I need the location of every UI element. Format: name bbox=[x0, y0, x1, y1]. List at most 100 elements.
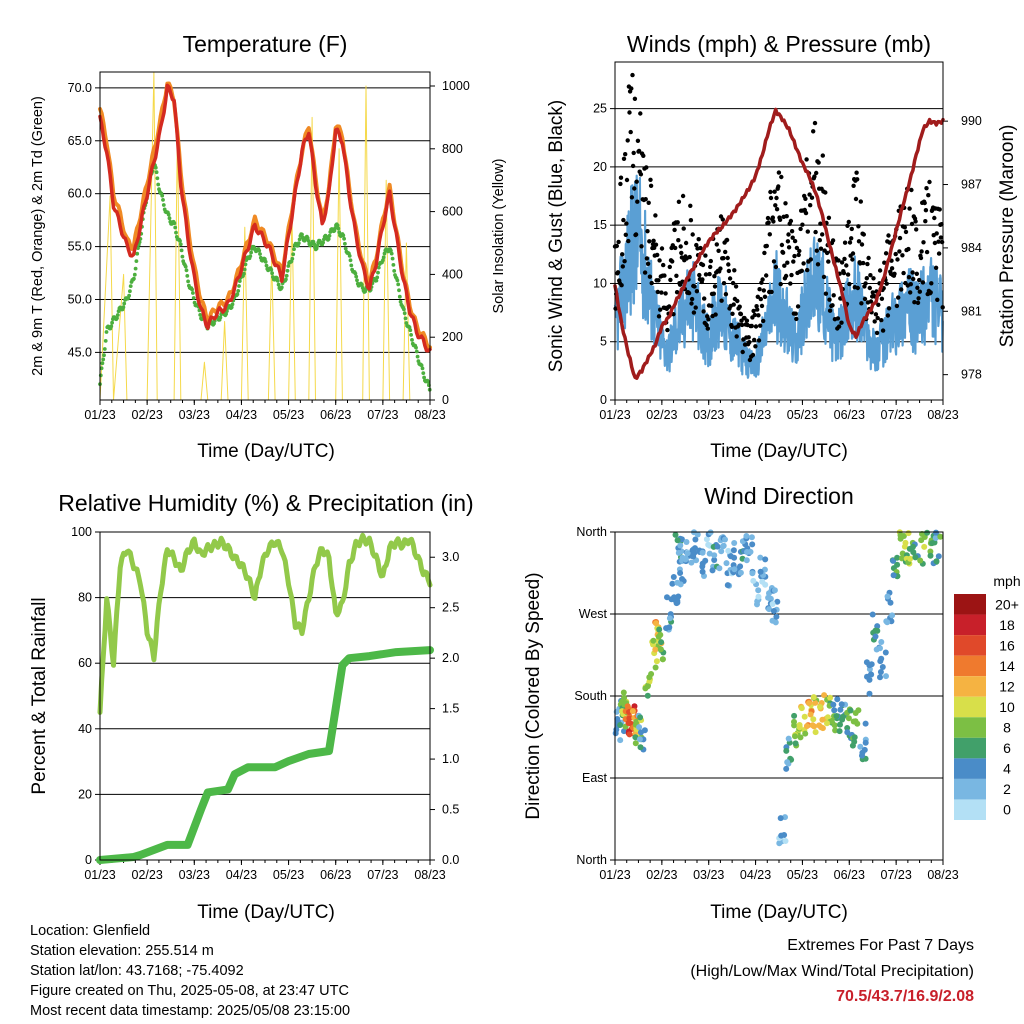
direction-point bbox=[769, 601, 776, 607]
direction-point bbox=[831, 722, 838, 729]
gust-point bbox=[662, 273, 667, 278]
colorbar-swatch bbox=[954, 635, 986, 656]
direction-point bbox=[912, 554, 919, 561]
gust-point bbox=[752, 337, 757, 343]
x-tick-label: 04/23 bbox=[740, 408, 771, 422]
gust-point bbox=[732, 268, 737, 273]
gust-point bbox=[811, 129, 816, 134]
y2-tick-label: 1.5 bbox=[442, 702, 459, 716]
dewpoint-point bbox=[116, 309, 121, 314]
direction-point bbox=[840, 713, 847, 720]
gust-point bbox=[623, 232, 628, 237]
gust-point bbox=[768, 195, 774, 201]
gust-point bbox=[916, 296, 921, 301]
gust-point bbox=[805, 229, 810, 234]
direction-point bbox=[637, 744, 644, 751]
dewpoint-point bbox=[257, 248, 262, 253]
direction-point bbox=[777, 815, 784, 822]
direction-point bbox=[637, 729, 644, 736]
gust-point bbox=[821, 274, 827, 280]
dewpoint-point bbox=[321, 240, 325, 245]
direction-point bbox=[694, 531, 701, 538]
direction-point bbox=[617, 737, 624, 744]
direction-point bbox=[819, 725, 826, 732]
gust-point bbox=[768, 189, 773, 195]
x-tick-label: 06/23 bbox=[320, 408, 351, 422]
gust-point bbox=[686, 290, 692, 296]
gust-point bbox=[789, 272, 794, 278]
direction-point bbox=[747, 548, 754, 555]
dewpoint-point bbox=[269, 267, 274, 272]
gust-point bbox=[618, 181, 623, 187]
direction-point bbox=[902, 539, 909, 546]
gust-point bbox=[653, 242, 659, 247]
gust-point bbox=[868, 299, 874, 304]
direction-point bbox=[652, 664, 659, 671]
gust-point bbox=[693, 305, 698, 310]
gust-point bbox=[818, 221, 823, 226]
gust-point bbox=[739, 322, 745, 328]
direction-point bbox=[731, 540, 738, 546]
x-axis-label: Time (Day/UTC) bbox=[197, 902, 335, 923]
gust-point bbox=[794, 316, 799, 322]
gust-point bbox=[721, 281, 727, 286]
direction-point bbox=[648, 671, 655, 677]
colorbar-swatch bbox=[954, 778, 986, 800]
gust-point bbox=[681, 226, 686, 231]
direction-point bbox=[669, 580, 676, 587]
gust-point bbox=[709, 303, 714, 308]
gust-point bbox=[936, 251, 942, 256]
gust-point bbox=[887, 240, 892, 245]
direction-point bbox=[812, 699, 819, 706]
gust-point bbox=[747, 340, 752, 345]
gust-point bbox=[644, 256, 650, 261]
direction-point bbox=[755, 593, 762, 600]
direction-point bbox=[632, 740, 639, 747]
gust-point bbox=[638, 111, 643, 116]
gust-point bbox=[800, 222, 805, 227]
gust-point bbox=[632, 96, 638, 102]
gust-point bbox=[629, 86, 634, 91]
gust-point bbox=[856, 224, 861, 229]
dewpoint-point bbox=[354, 274, 359, 279]
gust-point bbox=[934, 231, 939, 236]
direction-point bbox=[844, 729, 851, 736]
gust-point bbox=[689, 296, 695, 302]
gust-point bbox=[813, 229, 818, 235]
gust-point bbox=[701, 309, 706, 314]
dewpoint-point bbox=[184, 268, 189, 273]
gust-point bbox=[816, 160, 821, 165]
y2-tick-label: 0 bbox=[442, 393, 449, 407]
direction-point bbox=[766, 606, 773, 613]
gust-point bbox=[841, 270, 847, 276]
y-axis-label-left: 2m & 9m T (Red, Orange) & 2m Td (Green) bbox=[30, 96, 46, 376]
gust-point bbox=[752, 312, 757, 318]
gust-point bbox=[868, 273, 873, 278]
y2-tick-label: 600 bbox=[442, 205, 463, 219]
dewpoint-point bbox=[242, 271, 246, 276]
dewpoint-point bbox=[166, 212, 171, 217]
temperature-panel: Temperature (F) 45.0 50.0 55.0 60.0 65.0 70.0 0… bbox=[30, 31, 507, 462]
y-tick-label: 0 bbox=[85, 853, 92, 867]
direction-point bbox=[774, 598, 781, 605]
x-tick-label: 05/23 bbox=[273, 868, 304, 882]
gust-point bbox=[702, 296, 707, 301]
gust-point bbox=[670, 259, 675, 264]
gust-point bbox=[676, 238, 681, 243]
dewpoint-point bbox=[237, 279, 242, 283]
gust-point bbox=[673, 245, 678, 251]
direction-point bbox=[699, 563, 706, 570]
gust-point bbox=[751, 308, 756, 314]
colorbar-swatch bbox=[954, 655, 986, 677]
gust-point bbox=[678, 244, 683, 249]
dewpoint-point bbox=[419, 363, 424, 368]
gust-point bbox=[936, 239, 941, 244]
gust-point bbox=[718, 266, 723, 271]
gust-point bbox=[773, 264, 779, 270]
direction-point bbox=[831, 707, 838, 714]
x-tick-label: 08/23 bbox=[414, 868, 445, 882]
gust-point bbox=[861, 232, 866, 237]
direction-point bbox=[927, 548, 934, 555]
direction-point bbox=[796, 722, 803, 728]
dewpoint-point bbox=[420, 366, 425, 371]
